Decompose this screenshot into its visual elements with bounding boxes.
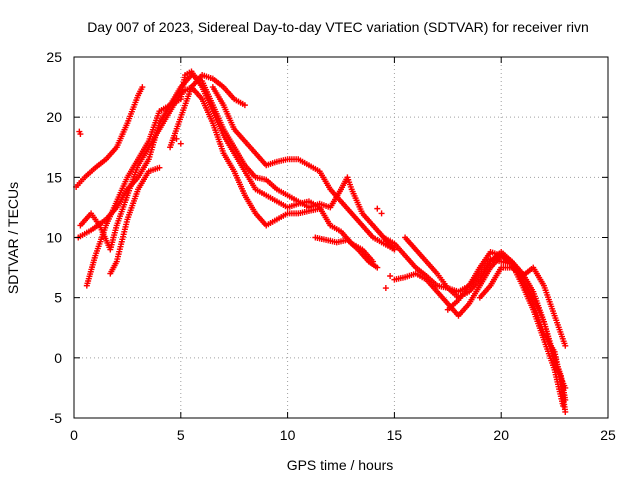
data-point bbox=[139, 84, 146, 91]
x-axis-ticks: 0 5 10 15 20 25 bbox=[70, 57, 616, 443]
grid-lines bbox=[74, 57, 608, 418]
data-point bbox=[560, 402, 567, 409]
data-point bbox=[316, 205, 323, 212]
y-tick-label: 15 bbox=[46, 169, 62, 185]
chart-title: Day 007 of 2023, Sidereal Day-to-day VTE… bbox=[87, 19, 589, 35]
x-tick-label: 25 bbox=[600, 427, 616, 443]
y-axis-label: SDTVAR / TECUs bbox=[5, 182, 21, 294]
y-tick-label: 25 bbox=[46, 49, 62, 65]
data-point bbox=[562, 396, 569, 403]
data-points bbox=[73, 68, 569, 415]
y-tick-label: 5 bbox=[54, 290, 62, 306]
data-point bbox=[382, 285, 389, 292]
data-point bbox=[562, 408, 569, 415]
data-point bbox=[374, 264, 381, 271]
data-point bbox=[387, 273, 394, 280]
data-point bbox=[77, 131, 84, 138]
x-tick-label: 0 bbox=[70, 427, 78, 443]
x-tick-label: 15 bbox=[387, 427, 403, 443]
y-tick-label: 0 bbox=[54, 350, 62, 366]
y-axis-ticks: -5 0 5 10 15 20 25 bbox=[46, 49, 608, 426]
y-tick-label: 20 bbox=[46, 109, 62, 125]
data-point bbox=[378, 210, 385, 217]
x-tick-label: 10 bbox=[280, 427, 296, 443]
data-point bbox=[177, 140, 184, 147]
x-tick-label: 20 bbox=[493, 427, 509, 443]
data-point bbox=[241, 102, 248, 109]
data-point bbox=[374, 205, 381, 212]
data-point bbox=[173, 135, 180, 142]
data-point bbox=[562, 342, 569, 349]
y-tick-label: -5 bbox=[50, 410, 63, 426]
data-point bbox=[391, 246, 398, 253]
data-point bbox=[156, 164, 163, 171]
x-tick-label: 5 bbox=[177, 427, 185, 443]
y-tick-label: 10 bbox=[46, 230, 62, 246]
x-axis-label: GPS time / hours bbox=[287, 457, 394, 473]
